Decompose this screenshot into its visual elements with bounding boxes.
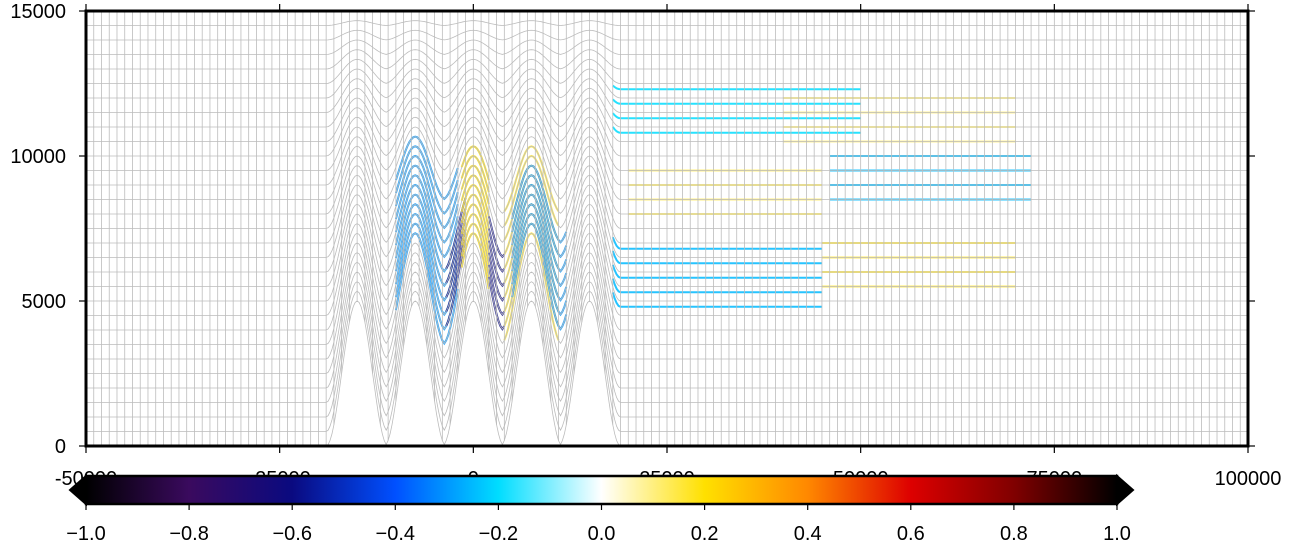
- colorbar-high-arrow: [1116, 473, 1135, 507]
- grid-hline: [86, 58, 1248, 84]
- grid-hline: [86, 242, 1248, 360]
- colorbar-tick-label: 0.2: [691, 523, 719, 545]
- grid-hline: [86, 203, 1248, 302]
- grid-hline: [86, 174, 1248, 258]
- grid-hline: [86, 78, 1248, 113]
- colorbar-tick-label: 0.0: [588, 523, 616, 545]
- grid-hline: [86, 20, 1248, 26]
- grid-hline: [86, 155, 1248, 229]
- y-tick-label: 5000: [22, 291, 67, 313]
- colorbar-tick-label: 0.6: [897, 523, 925, 545]
- colorbar-low-arrow: [68, 473, 87, 507]
- grid-hline: [86, 271, 1248, 403]
- mesh-grid: [86, 11, 1248, 446]
- grid-hline: [86, 68, 1248, 99]
- colorbar-tick-label: −0.4: [376, 523, 415, 545]
- colorbar-tick-label: −0.8: [169, 523, 208, 545]
- colorbar-tick-label: 0.4: [794, 523, 822, 545]
- colorbar-body: [84, 474, 1119, 506]
- grid-hline: [86, 136, 1248, 200]
- colorbar-tick-label: 1.0: [1103, 523, 1131, 545]
- grid-hline: [86, 261, 1248, 389]
- grid-hline: [86, 252, 1248, 374]
- x-tick-label: 100000: [1215, 468, 1282, 490]
- grid-hline: [86, 107, 1248, 157]
- grid-hline: [86, 232, 1248, 345]
- y-tick-label: 15000: [10, 1, 66, 23]
- grid-hline: [86, 145, 1248, 215]
- grid-hline: [86, 39, 1248, 55]
- grid-hline: [86, 290, 1248, 432]
- grid-hline: [86, 116, 1248, 171]
- colorbar-tick-label: −0.2: [479, 523, 518, 545]
- grid-hline: [86, 29, 1248, 41]
- colorbar-ticks: −1.0 −0.8 −0.6 −0.4 −0.2 0.0 0.2 0.4 0.6 0.8 1.0: [66, 504, 1131, 545]
- grid-hline: [86, 213, 1248, 316]
- colorbar: −1.0 −0.8 −0.6 −0.4 −0.2 0.0 0.2 0.4 0.6 0.8 1.0: [66, 473, 1135, 545]
- grid-hline: [86, 194, 1248, 287]
- grid-hline: [86, 49, 1248, 70]
- colorbar-tick-label: 0.8: [1000, 523, 1028, 545]
- colorbar-tick-label: −1.0: [66, 523, 105, 545]
- grid-hline: [86, 184, 1248, 273]
- grid-hline: [86, 97, 1248, 142]
- grid-hline: [86, 87, 1248, 128]
- y-axis: 0 5000 10000 15000: [10, 1, 1255, 458]
- grid-hline: [86, 126, 1248, 186]
- grid-hline: [86, 223, 1248, 331]
- y-tick-label: 10000: [10, 146, 66, 168]
- grid-hline: [86, 165, 1248, 244]
- y-tick-label: 0: [55, 436, 66, 458]
- colorbar-tick-label: −0.6: [272, 523, 311, 545]
- plot-area: -50000-250000250005000075000100000 05000…: [10, 1, 1281, 490]
- grid-hline: [86, 281, 1248, 418]
- field-patch-6: [611, 236, 822, 308]
